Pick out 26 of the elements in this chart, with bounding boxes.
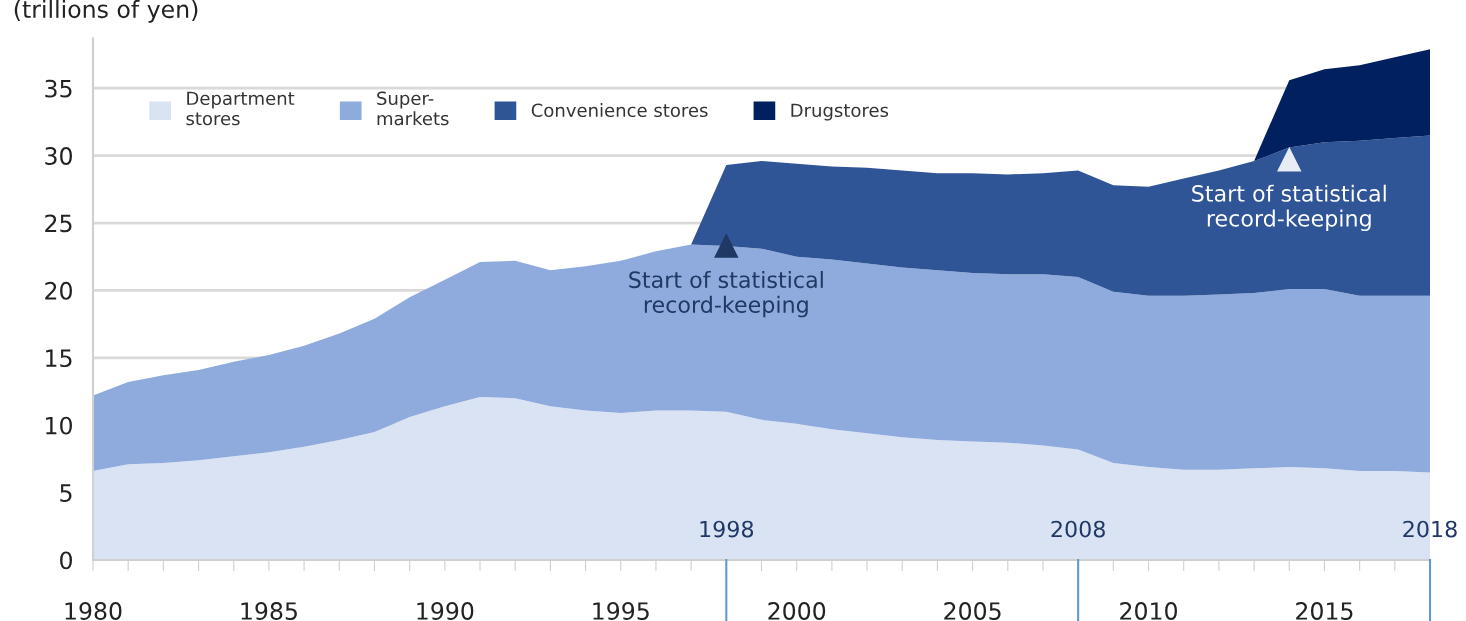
- y-axis-title: (trillions of yen): [14, 0, 198, 23]
- x-tick-label: 1990: [417, 602, 474, 620]
- ref-line-label: 2008: [1051, 520, 1105, 538]
- x-tick-label: 2010: [1120, 602, 1177, 620]
- x-tick-label: 2005: [944, 602, 1001, 620]
- y-tick-label: 35: [45, 79, 72, 98]
- y-tick-label: 25: [45, 214, 72, 233]
- ref-line-label: 2018: [1403, 520, 1457, 538]
- y-tick-label: 0: [60, 551, 72, 570]
- legend-label: Convenience stores: [531, 103, 708, 118]
- x-tick-label: 2000: [768, 602, 826, 620]
- annotation: Start of statistical record-keeping: [629, 270, 823, 318]
- y-tick-label: 15: [46, 349, 72, 368]
- ref-line-label: 1998: [700, 520, 754, 538]
- x-tick-label: 1980: [65, 602, 122, 620]
- y-tick-label: 5: [60, 484, 72, 502]
- legend-label: Department stores: [186, 91, 295, 126]
- annotation: Start of statistical record-keeping: [1192, 184, 1386, 232]
- y-tick-label: 20: [45, 281, 72, 300]
- x-tick-label: 1995: [593, 602, 649, 620]
- x-tick-label: 2015: [1296, 602, 1353, 620]
- y-tick-label: 30: [45, 147, 72, 165]
- legend-label: Drugstores: [791, 103, 889, 121]
- legend-label: Super- markets: [377, 91, 449, 126]
- y-tick-label: 10: [46, 416, 72, 435]
- x-tick-label: 1985: [241, 602, 297, 620]
